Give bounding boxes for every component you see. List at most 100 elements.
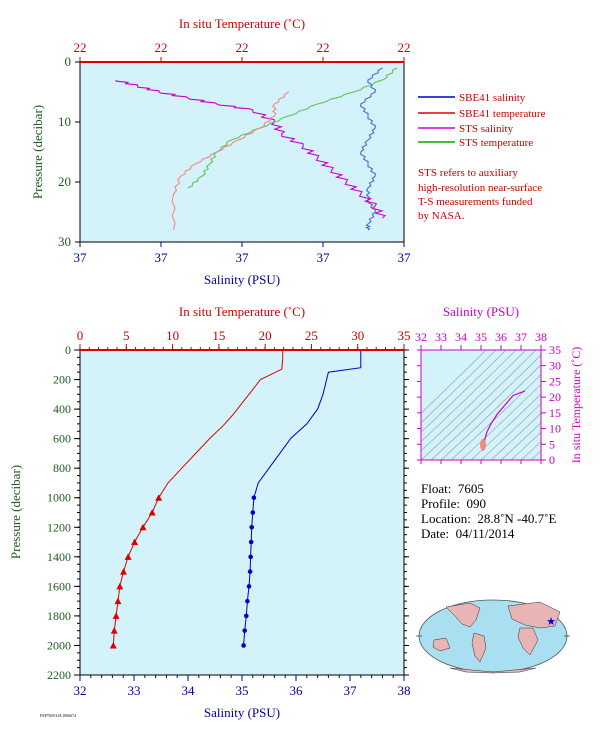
top-salinity-tick-label: 37 [236,250,250,265]
main-temperature-marker [139,523,147,531]
profile-label: Profile: [421,496,460,511]
main-pressure-tick-label: 2000 [47,638,71,652]
top-temp-tick-label: 22 [398,40,411,55]
ts-temp-tick-label: 5 [549,437,555,451]
ts-temp-tick-label: 0 [549,453,555,467]
date-value: 04/11/2014 [455,526,515,541]
ts-salinity-tick-label: 35 [475,330,487,344]
top-curves [115,67,398,231]
main-pressure-tick-label: 200 [53,373,71,387]
ts-density-contour [500,422,541,460]
main-salinity-marker [249,524,255,530]
float-info: Float: 7605 Profile: 090 Location: 28.8˚… [421,481,556,541]
top-pressure-tick-label: 30 [58,234,71,249]
ts-salinity-tick-label: 37 [515,330,527,344]
main-salinity-marker [248,554,253,560]
ts-density-contour [430,354,541,460]
ts-density-contour [480,403,541,460]
ts-temp-tick-label: 20 [549,390,561,404]
legend-label-sbe41-salinity: SBE41 salinity [459,92,526,104]
map-land-eurasia [507,601,561,629]
profile-row: Profile: 090 [421,496,556,511]
top-series-sbe41-temperature [171,91,290,231]
top-axes: 22 22 22 22 22 37 37 37 37 37 0 10 20 30 [58,40,411,265]
main-temperature-marker [148,509,156,516]
ts-deep-cluster [480,438,486,451]
profile-value: 090 [466,496,487,511]
ts-temp-axis-title: In situ Temperature (˚C) [569,347,583,464]
top-series-sts-salinity [115,79,387,219]
legend-label-sts-temperature: STS temperature [459,137,533,149]
float-id-row: Float: 7605 [421,481,556,496]
main-temperature-marker [131,538,139,546]
ts-density-contour [421,350,517,443]
top-pressure-tick-label: 0 [65,54,72,69]
top-salinity-axis-title: Salinity (PSU) [204,272,280,287]
ts-temp-tick-label: 25 [549,374,561,388]
top-salinity-tick-label: 37 [155,250,169,265]
main-salinity-marker [246,584,252,589]
sts-note-line-4: by NASA. [418,210,465,222]
main-temp-tick-label: 25 [305,328,318,343]
main-salinity-marker [247,569,253,574]
main-temperature-marker [124,553,132,560]
ts-temp-tick-label: 10 [549,422,561,436]
top-legend: SBE41 salinity SBE41 temperature STS sal… [418,92,546,149]
map-land-africa [517,627,539,656]
main-pressure-tick-label: 1600 [47,579,71,593]
main-salinity-tick-label: 38 [398,683,411,698]
ts-density-contour [460,383,541,460]
map-land-australia [432,637,451,652]
main-temp-tick-label: 5 [123,328,130,343]
ts-density-contour [421,350,507,433]
main-pressure-tick-label: 2200 [47,668,71,682]
ts-salinity-axis-title: Salinity (PSU) [443,304,519,319]
top-salinity-tick-label: 37 [74,250,88,265]
main-curves [109,350,362,649]
top-pressure-tick-label: 10 [58,114,71,129]
main-temperature-marker [110,627,118,634]
main-salinity-marker [248,539,254,545]
main-pressure-tick-label: 1200 [47,520,71,534]
top-salinity-tick-label: 37 [317,250,331,265]
location-value: 28.8˚N -40.7˚E [477,511,557,526]
main-pressure-tick-label: 1000 [47,491,71,505]
main-temp-tick-label: 10 [166,328,179,343]
location-map: ★ [416,599,570,674]
date-label: Date: [421,526,450,541]
ts-density-contour [440,364,541,460]
main-salinity-tick-label: 36 [290,683,304,698]
top-pressure-tick-label: 20 [58,174,71,189]
main-temp-tick-label: 35 [398,328,411,343]
top-temp-tick-label: 22 [236,40,249,55]
ts-salinity-tick-label: 34 [455,330,467,344]
legend-label-sbe41-temperature: SBE41 temperature [459,108,546,120]
main-plot-area [79,349,405,676]
ts-density-contour [421,350,537,460]
top-temp-axis-title: In situ Temperature (˚C) [179,16,305,31]
ts-curves [421,350,541,460]
float-location-marker: ★ [546,616,556,628]
ts-salinity-tick-label: 36 [495,330,507,344]
sts-note-line-1: STS refers to auxiliary [418,167,518,179]
ts-density-contour [421,350,487,414]
main-temperature-marker [155,494,163,501]
sts-note-line-3: T-S measurements funded [418,196,533,208]
map-land-south-america [471,632,487,663]
ts-density-contour [490,412,541,460]
main-temperature-marker [112,612,120,619]
map-land-north-america [445,602,481,628]
location-label: Location: [421,511,471,526]
main-temp-tick-label: 15 [212,328,225,343]
main-pressure-tick-label: 1400 [47,550,71,564]
main-pressure-axis-title: Pressure (decibar) [8,465,23,559]
top-temp-tick-label: 22 [74,40,87,55]
main-salinity-tick-label: 32 [74,683,87,698]
ts-temp-tick-label: 15 [549,406,561,420]
main-temperature-marker [120,568,128,575]
top-temp-tick-label: 22 [155,40,168,55]
main-salinity-marker [251,495,257,501]
ts-salinity-tick-label: 33 [435,330,447,344]
main-pressure-tick-label: 0 [65,343,71,357]
